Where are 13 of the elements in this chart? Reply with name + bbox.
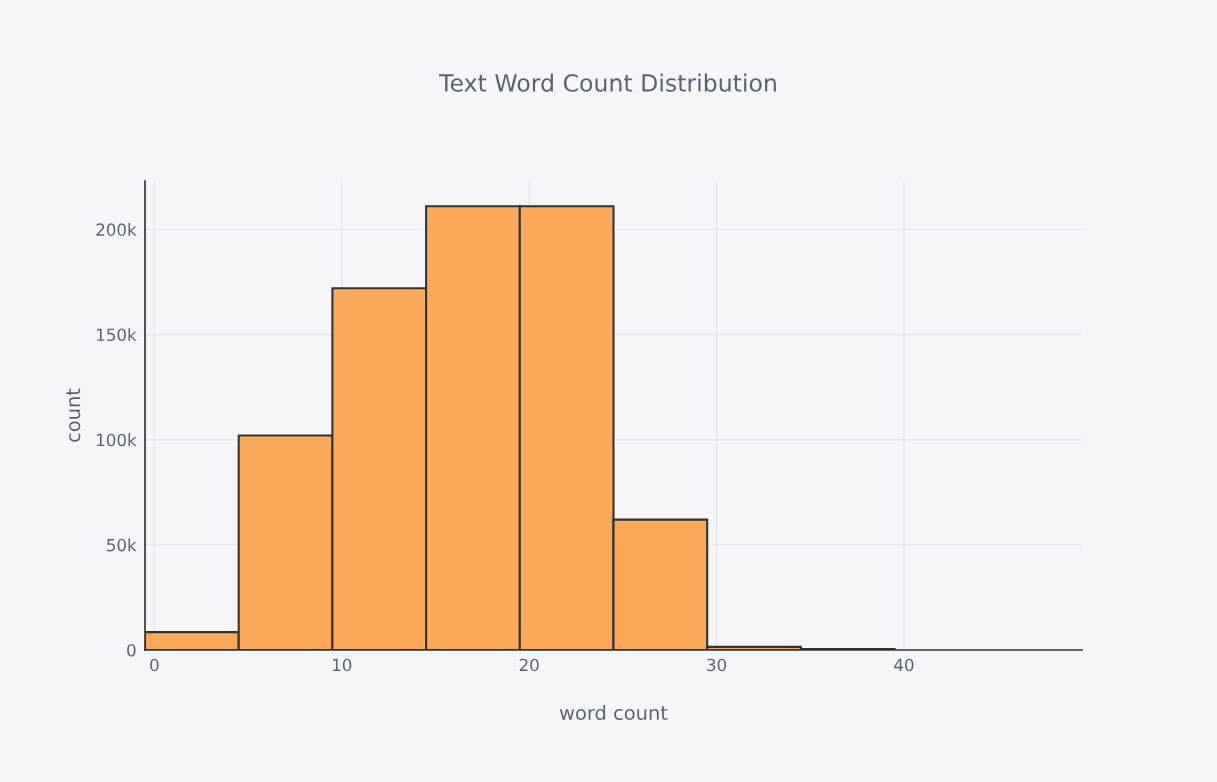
y-tick-label: 100k: [97, 433, 137, 447]
chart-title: Text Word Count Distribution: [439, 73, 776, 92]
y-tick-label: 150k: [97, 328, 137, 342]
x-tick-label: 40: [894, 658, 914, 672]
x-axis-title: word count: [559, 705, 668, 721]
y-tick-label: 50k: [107, 538, 137, 552]
y-tick-label: 0: [127, 643, 136, 657]
x-tick-label: 0: [150, 658, 159, 672]
x-tick-label: 30: [707, 658, 727, 672]
x-tick-label: 10: [333, 658, 352, 672]
x-tick-label: 20: [519, 658, 539, 672]
y-axis-title: count: [66, 388, 81, 442]
y-tick-label: 200k: [96, 223, 137, 236]
